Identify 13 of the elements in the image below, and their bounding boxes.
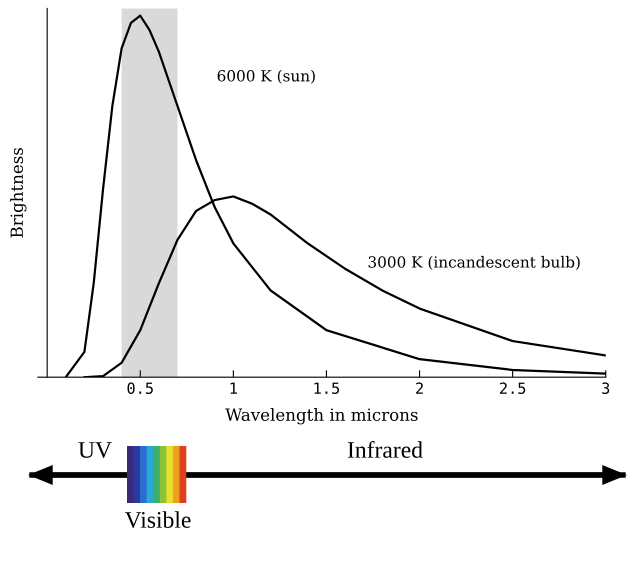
y-axis-title: Brightness (10, 148, 26, 238)
text: Infrared (348, 441, 423, 458)
x-tick-label: 2.5 (500, 382, 526, 394)
x-axis-title: Wavelength in microns (225, 408, 418, 424)
text: Visible (124, 511, 191, 528)
text: UV (78, 442, 112, 458)
x-tick-label: 1.5 (314, 382, 340, 394)
x-tick-label: 2 (416, 382, 423, 394)
series-label: 3000 K (incandescent bulb) (368, 256, 580, 270)
x-tick-label: 3 (602, 382, 610, 394)
x-tick-label: 0.5 (127, 382, 153, 394)
x-tick-label: 1 (230, 382, 237, 394)
text: 6000 K (sun) (218, 70, 315, 84)
